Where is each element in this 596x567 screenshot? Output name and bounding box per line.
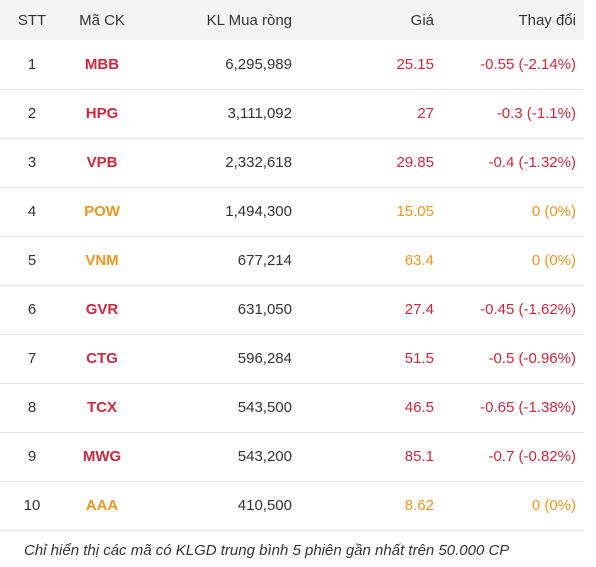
row-volume: 1,494,300 bbox=[225, 203, 292, 220]
row-stt: 1 bbox=[27, 55, 37, 73]
row-change: -0.7 (-0.82%) bbox=[488, 448, 576, 465]
row-volume: 677,214 bbox=[237, 252, 292, 269]
row-price: 29.85 bbox=[396, 154, 434, 171]
table-row: 8 TCX 543,500 46.5 -0.65 (-1.38%) bbox=[0, 383, 584, 432]
header-change: Thay đổi bbox=[518, 11, 576, 29]
table-row: 5 VNM 677,214 63.4 0 (0%) bbox=[0, 236, 584, 285]
row-change: -0.3 (-1.1%) bbox=[496, 105, 576, 122]
row-volume: 596,284 bbox=[237, 350, 292, 367]
stock-code-link[interactable]: MBB bbox=[84, 55, 120, 73]
row-volume: 6,295,989 bbox=[225, 55, 292, 73]
stock-code-link[interactable]: CTG bbox=[86, 350, 118, 367]
table-row: 7 CTG 596,284 51.5 -0.5 (-0.96%) bbox=[0, 334, 584, 383]
header-code: Mã CK bbox=[79, 11, 125, 29]
row-price: 8.62 bbox=[404, 497, 434, 514]
table-row: 6 GVR 631,050 27.4 -0.45 (-1.62%) bbox=[0, 285, 584, 334]
row-volume: 3,111,092 bbox=[227, 105, 292, 122]
table-row: 3 VPB 2,332,618 29.85 -0.4 (-1.32%) bbox=[0, 138, 584, 187]
row-price: 63.4 bbox=[404, 252, 434, 269]
table-row: 2 HPG 3,111,092 27 -0.3 (-1.1%) bbox=[0, 89, 584, 138]
table-body: 1 MBB 6,295,989 25.15 -0.55 (-2.14%) 2 H… bbox=[0, 40, 584, 530]
net-buy-table-widget: STT Mã CK KL Mua ròng Giá Thay đổi 1 MBB… bbox=[0, 0, 584, 559]
row-stt: 5 bbox=[27, 252, 37, 269]
row-price: 27.4 bbox=[404, 301, 434, 318]
row-volume: 543,200 bbox=[237, 448, 292, 465]
row-change: 0 (0%) bbox=[531, 203, 576, 220]
stock-code-link[interactable]: MWG bbox=[82, 448, 122, 465]
row-volume: 543,500 bbox=[237, 399, 292, 416]
row-change: -0.5 (-0.96%) bbox=[488, 350, 576, 367]
row-stt: 9 bbox=[27, 448, 37, 465]
footnote: Chỉ hiển thị các mã có KLGD trung bình 5… bbox=[24, 542, 510, 559]
row-stt: 4 bbox=[27, 203, 37, 220]
row-stt: 7 bbox=[27, 350, 37, 367]
table-row: 9 MWG 543,200 85.1 -0.7 (-0.82%) bbox=[0, 432, 584, 481]
row-change: -0.65 (-1.38%) bbox=[480, 399, 576, 416]
row-change: -0.55 (-2.14%) bbox=[480, 55, 576, 73]
table-row: 10 AAA 410,500 8.62 0 (0%) bbox=[0, 481, 584, 530]
row-price: 15.05 bbox=[396, 203, 434, 220]
header-row: STT Mã CK KL Mua ròng Giá Thay đổi bbox=[0, 0, 584, 40]
row-price: 85.1 bbox=[404, 448, 434, 465]
header-stt: STT bbox=[17, 11, 47, 29]
row-change: -0.45 (-1.62%) bbox=[480, 301, 576, 318]
stock-code-link[interactable]: HPG bbox=[85, 105, 119, 122]
row-volume: 410,500 bbox=[237, 497, 292, 514]
row-stt: 10 bbox=[23, 497, 41, 514]
header-price: Giá bbox=[410, 11, 434, 29]
stock-code-link[interactable]: POW bbox=[84, 203, 120, 220]
row-volume: 631,050 bbox=[237, 301, 292, 318]
row-volume: 2,332,618 bbox=[225, 154, 292, 171]
row-change: 0 (0%) bbox=[531, 252, 576, 269]
row-price: 27 bbox=[417, 105, 434, 122]
row-price: 51.5 bbox=[404, 350, 434, 367]
row-stt: 6 bbox=[27, 301, 37, 318]
stock-code-link[interactable]: VPB bbox=[86, 154, 118, 171]
row-stt: 8 bbox=[27, 399, 37, 416]
net-buy-table: STT Mã CK KL Mua ròng Giá Thay đổi 1 MBB… bbox=[0, 0, 584, 530]
table-row: 4 POW 1,494,300 15.05 0 (0%) bbox=[0, 187, 584, 236]
row-price: 46.5 bbox=[404, 399, 434, 416]
stock-code-link[interactable]: AAA bbox=[85, 497, 119, 514]
row-stt: 2 bbox=[27, 105, 37, 122]
row-stt: 3 bbox=[27, 154, 37, 171]
stock-code-link[interactable]: VNM bbox=[85, 252, 119, 269]
row-change: -0.4 (-1.32%) bbox=[488, 154, 576, 171]
stock-code-link[interactable]: GVR bbox=[85, 301, 119, 318]
stock-code-link[interactable]: TCX bbox=[87, 399, 117, 416]
header-volume: KL Mua ròng bbox=[206, 11, 292, 29]
row-price: 25.15 bbox=[396, 55, 434, 73]
table-header: STT Mã CK KL Mua ròng Giá Thay đổi bbox=[0, 0, 584, 40]
table-row: 1 MBB 6,295,989 25.15 -0.55 (-2.14%) bbox=[0, 40, 584, 89]
row-change: 0 (0%) bbox=[531, 497, 576, 514]
